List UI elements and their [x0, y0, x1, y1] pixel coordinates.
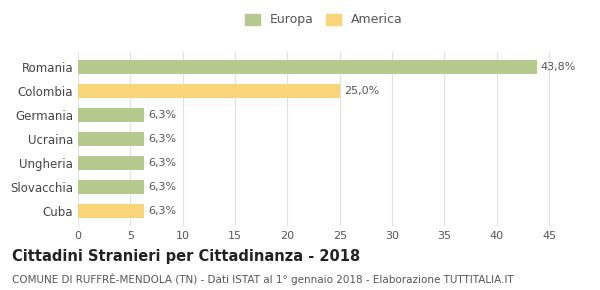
Bar	[78, 132, 144, 146]
Bar	[78, 108, 144, 122]
Text: COMUNE DI RUFFRÈ-MENDOLA (TN) - Dati ISTAT al 1° gennaio 2018 - Elaborazione TUT: COMUNE DI RUFFRÈ-MENDOLA (TN) - Dati IST…	[12, 273, 514, 284]
Legend: Europa, America: Europa, America	[241, 10, 407, 30]
Text: Cittadini Stranieri per Cittadinanza - 2018: Cittadini Stranieri per Cittadinanza - 2…	[12, 249, 360, 264]
Text: 6,3%: 6,3%	[148, 182, 176, 192]
Bar	[78, 180, 144, 194]
Text: 6,3%: 6,3%	[148, 158, 176, 168]
Bar	[78, 204, 144, 218]
Text: 25,0%: 25,0%	[344, 86, 379, 96]
Text: 43,8%: 43,8%	[541, 62, 576, 72]
Bar	[78, 84, 340, 99]
Text: 6,3%: 6,3%	[148, 110, 176, 120]
Text: 6,3%: 6,3%	[148, 206, 176, 216]
Text: 6,3%: 6,3%	[148, 134, 176, 144]
Bar	[78, 156, 144, 170]
Bar	[78, 60, 536, 75]
